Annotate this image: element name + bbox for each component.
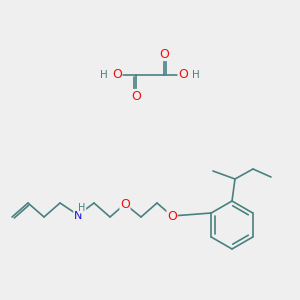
Text: O: O	[120, 197, 130, 211]
Text: O: O	[167, 209, 177, 223]
Text: H: H	[78, 203, 86, 213]
Text: H: H	[192, 70, 200, 80]
Text: H: H	[100, 70, 108, 80]
Text: O: O	[159, 47, 169, 61]
Text: N: N	[74, 211, 82, 221]
Text: O: O	[112, 68, 122, 82]
Text: O: O	[131, 89, 141, 103]
Text: O: O	[178, 68, 188, 82]
